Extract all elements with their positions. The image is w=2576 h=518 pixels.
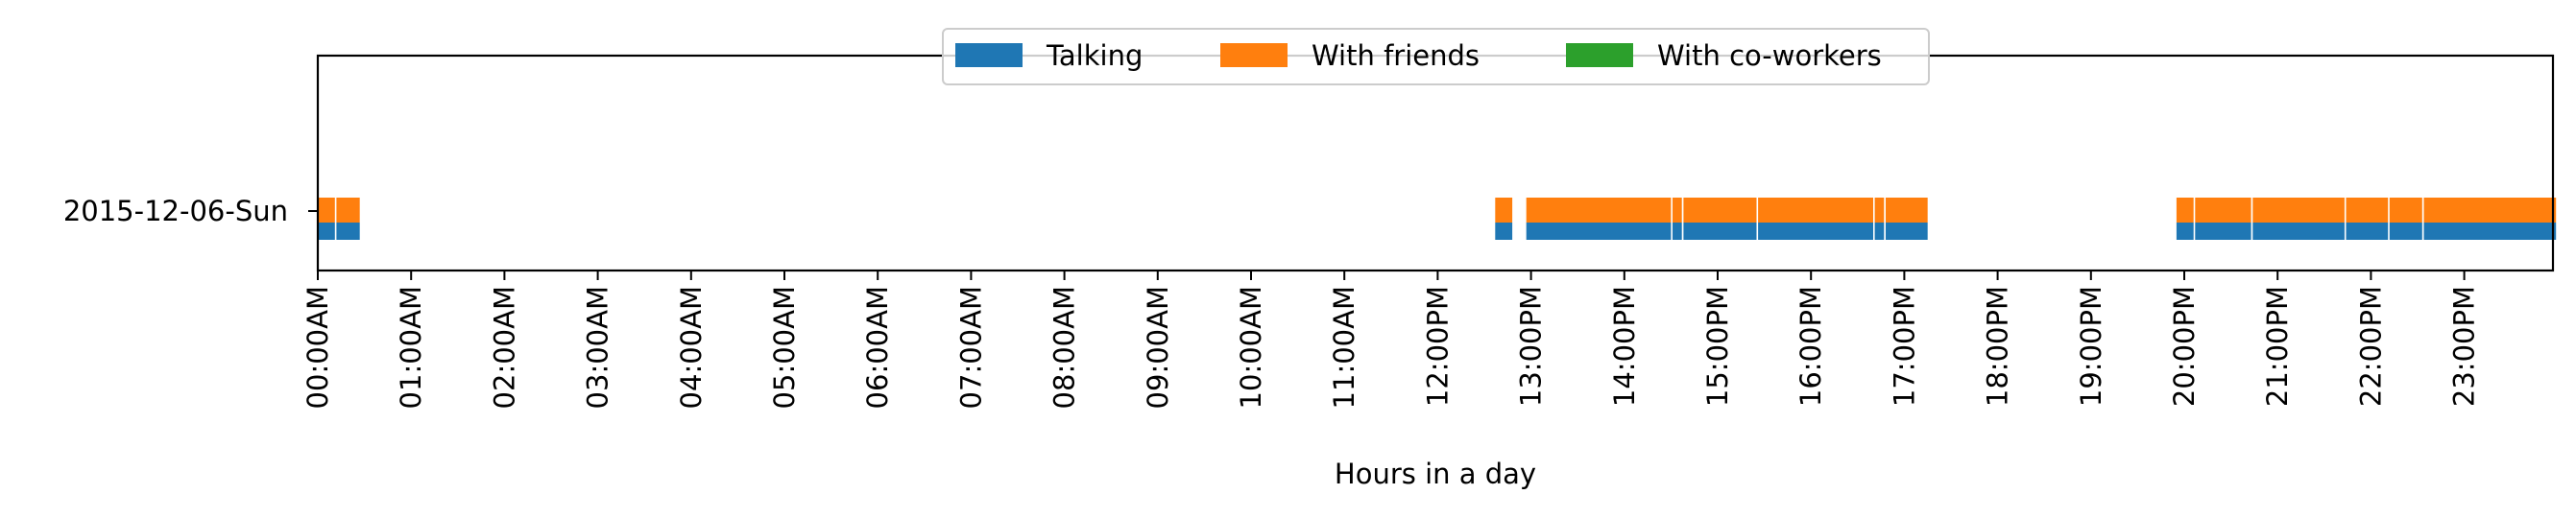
bar-with-friends-11	[2252, 198, 2345, 223]
x-tick-label: 13:00PM	[1515, 286, 1548, 407]
bar-talking-7	[1874, 223, 1885, 240]
legend-swatch-with-co-workers	[1566, 43, 1633, 67]
bar-with-friends-0	[318, 198, 335, 223]
x-tick-label: 23:00PM	[2448, 286, 2481, 407]
bar-talking-9	[2176, 223, 2194, 240]
bar-talking-6	[1758, 223, 1873, 240]
bar-talking-1	[336, 223, 360, 240]
bar-with-friends-4	[1673, 198, 1682, 223]
y-axis: 2015-12-06-Sun	[63, 195, 318, 227]
legend-frame	[942, 28, 1930, 85]
bar-with-friends-8	[1886, 198, 1928, 223]
bar-talking-8	[1886, 223, 1928, 240]
bar-talking-10	[2195, 223, 2251, 240]
x-tick-label: 07:00AM	[954, 286, 987, 409]
bars-layer	[318, 198, 2557, 240]
x-tick-label: 18:00PM	[1982, 286, 2014, 407]
x-axis-label: Hours in a day	[1335, 458, 1536, 490]
x-tick-label: 17:00PM	[1888, 286, 1920, 407]
bar-with-friends-6	[1758, 198, 1873, 223]
x-tick-label: 20:00PM	[2168, 286, 2201, 407]
legend-label-with-co-workers: With co-workers	[1657, 39, 1882, 72]
x-tick-label: 11:00AM	[1328, 286, 1360, 409]
x-tick-label: 02:00AM	[488, 286, 520, 409]
x-tick-label: 03:00AM	[582, 286, 614, 409]
x-tick-label: 19:00PM	[2075, 286, 2107, 407]
bar-with-friends-1	[336, 198, 360, 223]
x-tick-label: 10:00AM	[1235, 286, 1267, 409]
x-tick-label: 01:00AM	[395, 286, 427, 409]
bar-with-friends-7	[1874, 198, 1885, 223]
bar-talking-13	[2389, 223, 2422, 240]
bar-with-friends-14	[2423, 198, 2557, 223]
x-tick-label: 06:00AM	[861, 286, 894, 409]
bar-with-friends-3	[1526, 198, 1672, 223]
bar-talking-14	[2423, 223, 2557, 240]
bar-talking-2	[1495, 223, 1513, 240]
x-tick-label: 16:00PM	[1794, 286, 1827, 407]
bar-with-friends-13	[2389, 198, 2422, 223]
bar-with-friends-10	[2195, 198, 2251, 223]
x-axis: 00:00AM 01:00AM 02:00AM 03:00AM 04:00AM 05:00…	[301, 271, 2481, 409]
legend-swatch-talking	[955, 43, 1023, 67]
bar-with-friends-9	[2176, 198, 2194, 223]
x-tick-label: 12:00PM	[1421, 286, 1454, 407]
x-tick-label: 22:00PM	[2354, 286, 2387, 407]
x-tick-label: 05:00AM	[768, 286, 801, 409]
legend-swatch-with-friends	[1220, 43, 1288, 67]
y-tick-label: 2015-12-06-Sun	[63, 195, 288, 227]
x-tick-label: 08:00AM	[1048, 286, 1081, 409]
x-tick-label: 09:00AM	[1142, 286, 1174, 409]
bar-talking-11	[2252, 223, 2345, 240]
bar-with-friends-5	[1683, 198, 1757, 223]
bar-talking-12	[2346, 223, 2389, 240]
legend-label-with-friends: With friends	[1312, 39, 1480, 72]
x-tick-label: 00:00AM	[301, 286, 334, 409]
x-tick-label: 14:00PM	[1608, 286, 1641, 407]
bar-with-friends-12	[2346, 198, 2389, 223]
x-tick-label: 15:00PM	[1701, 286, 1734, 407]
legend: Talking With friends With co-workers	[942, 28, 1930, 85]
bar-talking-5	[1683, 223, 1757, 240]
x-tick-label: 21:00PM	[2261, 286, 2294, 407]
legend-label-talking: Talking	[1046, 39, 1143, 72]
bar-talking-4	[1673, 223, 1682, 240]
bar-talking-0	[318, 223, 335, 240]
bar-talking-3	[1526, 223, 1672, 240]
x-tick-label: 04:00AM	[675, 286, 708, 409]
bar-with-friends-2	[1495, 198, 1513, 223]
